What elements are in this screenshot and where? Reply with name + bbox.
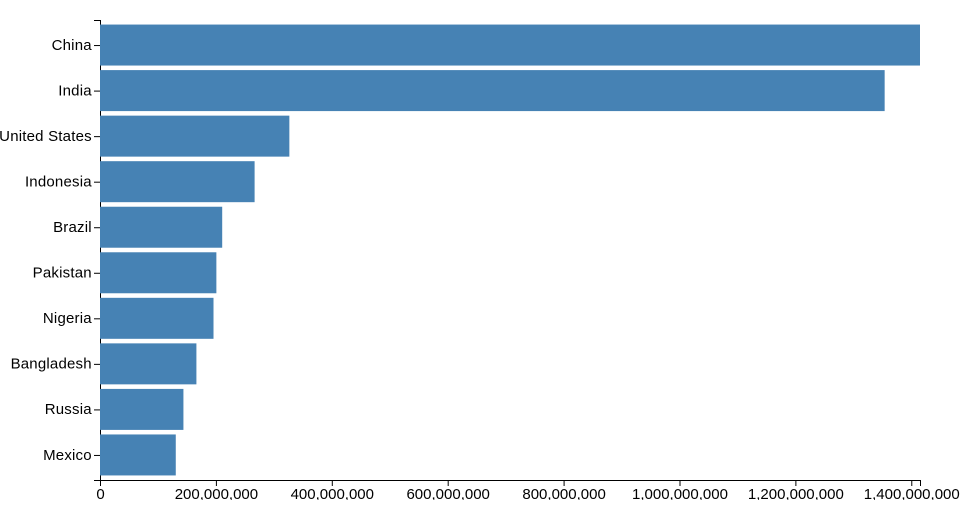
svg-text:Nigeria: Nigeria	[43, 310, 92, 327]
svg-text:Mexico: Mexico	[43, 447, 92, 464]
svg-text:200,000,000: 200,000,000	[175, 486, 258, 500]
svg-text:China: China	[52, 37, 93, 54]
svg-text:Indonesia: Indonesia	[25, 173, 92, 190]
svg-text:800,000,000: 800,000,000	[522, 486, 605, 500]
svg-text:600,000,000: 600,000,000	[406, 486, 489, 500]
svg-text:400,000,000: 400,000,000	[291, 486, 374, 500]
svg-text:Pakistan: Pakistan	[33, 265, 92, 282]
svg-text:United States: United States	[0, 128, 92, 145]
svg-text:0: 0	[96, 486, 104, 500]
svg-text:Brazil: Brazil	[53, 219, 92, 236]
svg-text:1,400,000,000: 1,400,000,000	[864, 486, 960, 500]
svg-text:1,000,000,000: 1,000,000,000	[632, 486, 728, 500]
svg-text:Russia: Russia	[45, 401, 93, 418]
svg-text:1,200,000,000: 1,200,000,000	[748, 486, 844, 500]
svg-text:India: India	[58, 82, 92, 99]
svg-text:Bangladesh: Bangladesh	[11, 356, 92, 373]
